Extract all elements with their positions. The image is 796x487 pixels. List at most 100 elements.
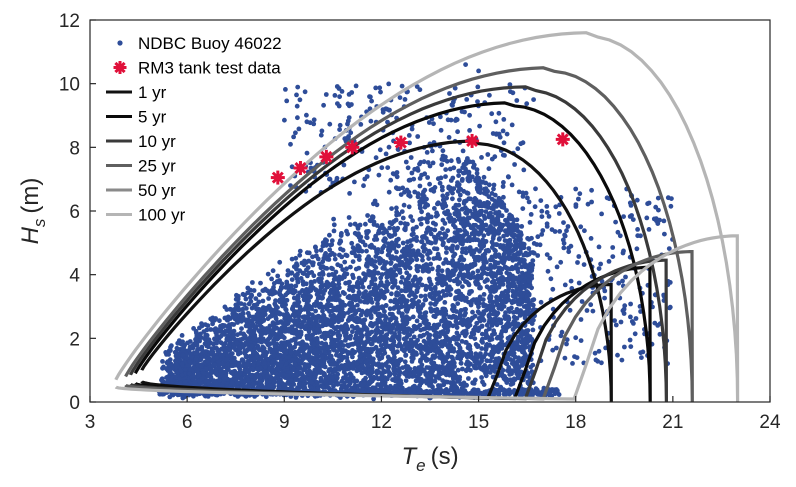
buoy-data-point	[302, 346, 308, 352]
buoy-data-point	[278, 319, 284, 325]
buoy-data-point	[414, 238, 420, 244]
buoy-data-point	[475, 187, 480, 192]
buoy-data-point	[388, 317, 393, 322]
buoy-data-point	[330, 282, 336, 287]
buoy-data-point	[418, 221, 424, 227]
buoy-data-point	[424, 150, 430, 155]
buoy-data-point	[451, 306, 457, 312]
buoy-data-point	[421, 332, 426, 338]
buoy-data-point	[230, 369, 235, 375]
buoy-data-point	[483, 331, 489, 337]
buoy-data-point	[408, 243, 414, 249]
buoy-data-point	[422, 314, 428, 319]
buoy-data-point	[237, 337, 243, 343]
buoy-data-point	[400, 311, 405, 317]
buoy-data-point	[463, 166, 468, 172]
buoy-data-point	[297, 248, 303, 254]
buoy-data-point	[191, 326, 197, 331]
buoy-data-point	[457, 197, 462, 203]
buoy-data-point	[422, 233, 427, 239]
buoy-data-point	[421, 338, 427, 344]
buoy-data-point	[319, 283, 325, 289]
buoy-data-point	[383, 361, 389, 367]
buoy-data-point	[297, 252, 303, 258]
buoy-data-point	[479, 346, 485, 351]
buoy-data-point	[470, 380, 476, 386]
buoy-data-point	[400, 365, 406, 370]
buoy-data-point	[348, 295, 353, 301]
buoy-data-point	[290, 357, 295, 363]
buoy-data-point	[487, 299, 493, 304]
buoy-data-point	[462, 298, 468, 303]
buoy-data-point	[432, 355, 437, 360]
buoy-data-point	[368, 374, 373, 379]
buoy-data-point	[468, 196, 473, 202]
buoy-data-point	[457, 311, 463, 316]
buoy-data-point	[471, 205, 477, 211]
buoy-data-point	[409, 359, 415, 364]
buoy-data-point	[460, 366, 465, 372]
buoy-data-point	[392, 232, 398, 237]
buoy-data-point	[208, 367, 214, 373]
buoy-data-point	[369, 279, 375, 285]
buoy-data-point	[349, 240, 355, 246]
buoy-data-point	[465, 191, 471, 196]
buoy-data-point	[350, 354, 355, 360]
buoy-data-point	[397, 270, 403, 275]
buoy-data-point	[354, 378, 360, 384]
buoy-data-point	[477, 199, 483, 205]
buoy-data-point	[197, 325, 202, 331]
buoy-data-point	[468, 225, 474, 231]
buoy-data-point	[242, 302, 247, 307]
buoy-data-point	[472, 235, 477, 241]
buoy-data-point	[436, 346, 441, 352]
buoy-data-point	[530, 258, 536, 263]
buoy-data-point	[355, 279, 361, 285]
buoy-data-point	[269, 311, 275, 317]
buoy-data-point	[499, 259, 504, 264]
buoy-data-point	[430, 220, 436, 226]
buoy-data-point	[439, 162, 445, 168]
buoy-data-point	[334, 295, 340, 300]
buoy-data-point	[159, 377, 164, 383]
buoy-data-point	[356, 289, 362, 295]
buoy-data-point	[362, 369, 367, 375]
buoy-data-point	[295, 296, 301, 301]
buoy-data-point	[312, 279, 317, 284]
buoy-data-point	[382, 237, 387, 243]
buoy-data-point	[451, 205, 457, 211]
buoy-data-point	[431, 348, 437, 353]
buoy-data-point	[305, 265, 311, 270]
buoy-data-point	[373, 233, 378, 239]
buoy-data-point	[450, 355, 455, 361]
buoy-data-point	[475, 268, 481, 274]
buoy-data-point	[332, 252, 337, 258]
buoy-data-point	[350, 275, 356, 281]
buoy-data-point	[267, 347, 273, 352]
buoy-data-point	[283, 348, 289, 353]
buoy-data-point	[222, 315, 228, 321]
buoy-data-point	[265, 271, 271, 277]
buoy-data-point	[367, 218, 373, 223]
buoy-data-point	[450, 258, 455, 263]
buoy-data-point	[388, 260, 394, 265]
buoy-data-point	[307, 371, 313, 377]
buoy-data-point	[526, 278, 531, 284]
buoy-data-point	[470, 309, 475, 315]
buoy-data-point	[441, 323, 447, 329]
buoy-data-point	[447, 212, 452, 218]
buoy-data-point	[338, 263, 344, 269]
buoy-data-point	[391, 342, 397, 348]
buoy-data-point	[301, 271, 307, 276]
buoy-data-point	[271, 380, 277, 385]
buoy-data-point	[256, 292, 262, 298]
buoy-data-point	[277, 378, 282, 384]
buoy-data-point	[367, 292, 373, 297]
buoy-data-point	[329, 308, 335, 314]
buoy-data-point	[355, 226, 361, 231]
buoy-data-point	[412, 383, 417, 389]
buoy-data-point	[178, 368, 184, 374]
buoy-data-point	[249, 343, 255, 349]
buoy-data-point	[493, 346, 498, 352]
buoy-data-point	[444, 368, 449, 374]
